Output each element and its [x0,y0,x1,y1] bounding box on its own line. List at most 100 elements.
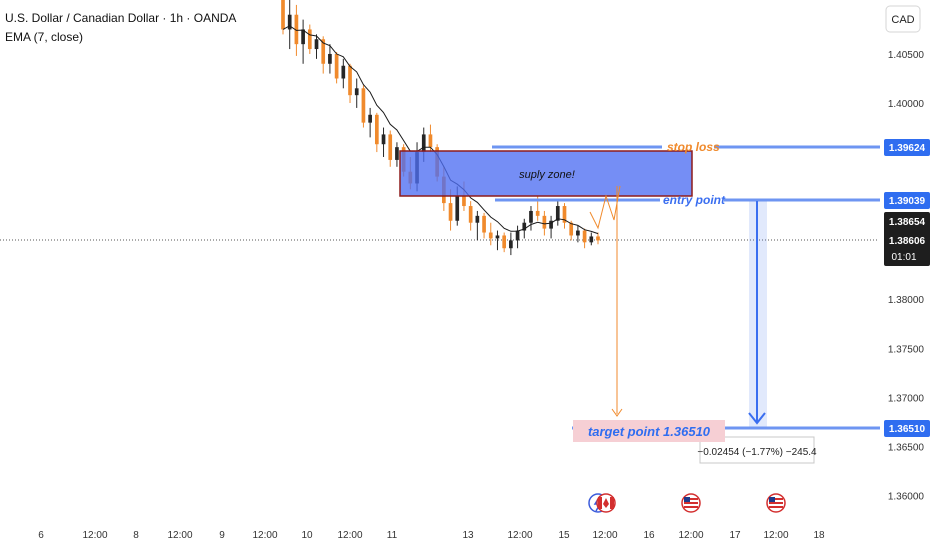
us-flag-icon[interactable] [766,493,786,513]
stop-loss-label: stop loss [667,140,720,154]
time-tick-label: 12:00 [763,530,788,541]
candle-body [495,235,500,239]
price-tick-label: 1.37500 [888,344,925,355]
measure-label: −0.02454 (−1.77%) −245.4 [697,447,817,458]
candle-body [281,0,285,30]
current-badge-text: 1.38654 [889,217,926,228]
candle-body [468,206,473,223]
indicator-label: EMA (7, close) [5,30,83,44]
currency-button[interactable] [885,5,921,33]
candle-body [576,230,580,236]
candle-body [287,14,292,30]
candle-body [562,206,567,223]
target-badge[interactable] [884,420,930,437]
candle-body [341,65,346,79]
candle-body [502,235,507,249]
candle-body [549,220,553,229]
time-tick-label: 8 [133,530,139,541]
current2-badge-text: 1.38606 [889,236,926,247]
candle-body [509,240,513,249]
target-badge-text: 1.36510 [889,424,926,435]
candle-body [522,222,527,231]
time-tick-label: 11 [387,530,398,541]
us-flag-icon[interactable] [681,493,701,513]
candle-body [482,215,486,233]
candle-body [488,232,493,239]
time-axis[interactable] [0,520,878,550]
chart-title: U.S. Dollar / Canadian Dollar · 1h · OAN… [5,11,236,25]
candle-body [421,134,426,153]
stop-badge-text: 1.39624 [889,143,926,154]
target-label-box[interactable] [573,420,725,442]
projection-path [589,185,621,230]
candle-body [374,114,379,145]
candle-body [569,222,574,236]
time-tick-label: 12:00 [592,530,617,541]
candle-body [462,196,466,207]
candle-body [388,134,393,160]
entry-badge-text: 1.39039 [889,196,926,207]
candle-body [395,147,399,160]
candle-body [301,29,305,45]
candle-body [555,206,560,221]
price-tick-label: 1.37000 [888,393,925,404]
time-axis-ticks: 6 12:00 8 12:00 9 12:00 10 12:00 11 13 12:00 15 12:0… [38,530,825,541]
candle-body [475,215,480,223]
candle-body [307,29,312,50]
time-tick-label: 18 [813,530,825,541]
currency-button-text: CAD [891,14,914,26]
candle-body [334,53,339,79]
time-tick-label: 17 [729,530,741,541]
candle-body [314,39,319,50]
time-tick-label: 6 [38,530,44,541]
time-tick-label: 12:00 [82,530,107,541]
candle-body [582,230,587,243]
entry-point-label: entry point [663,193,726,207]
price-tick-label: 1.40500 [888,50,925,61]
candle-body [321,39,326,64]
candle-body [596,236,600,241]
time-tick-label: 12:00 [507,530,532,541]
candle-body [354,88,359,96]
time-tick-label: 9 [219,530,225,541]
time-tick-label: 15 [558,530,570,541]
supply-zone-label: suply zone! [519,169,575,181]
candle-body [535,210,540,216]
target-label: target point 1.36510 [588,424,711,439]
time-tick-label: 16 [643,530,655,541]
price-tick-label: 1.40000 [888,99,925,110]
candle-body [348,65,352,96]
candle-body [589,236,594,243]
price-tick-label: 1.36500 [888,442,925,453]
time-tick-label: 13 [462,530,474,541]
candle-body [542,215,547,229]
supply-zone-box[interactable] [399,150,693,197]
candle-body [529,210,533,223]
price-tick-label: 1.38000 [888,295,925,306]
entry-badge[interactable] [884,192,930,209]
candle-body [368,114,372,123]
countdown-text: 01:01 [891,252,916,263]
candle-body [448,203,453,221]
candle-body [328,53,332,64]
time-tick-label: 12:00 [337,530,362,541]
time-tick-label: 12:00 [167,530,192,541]
candle-body [428,134,433,148]
time-tick-label: 12:00 [252,530,277,541]
stop-badge[interactable] [884,139,930,156]
measure-arrow-head [748,412,766,425]
canada-flag-icon[interactable] [596,493,616,513]
candles-layer [281,0,600,256]
projection-arrow-head [611,408,623,417]
price-tick-label: 1.36000 [888,491,925,502]
time-tick-label: 12:00 [678,530,703,541]
price-axis[interactable] [878,0,932,550]
current-badge[interactable] [884,212,930,266]
candle-body [455,196,460,221]
candle-body [361,88,366,123]
candle-body [381,134,386,145]
candle-body [294,14,299,45]
time-tick-label: 10 [301,530,313,541]
candle-body [515,230,520,241]
